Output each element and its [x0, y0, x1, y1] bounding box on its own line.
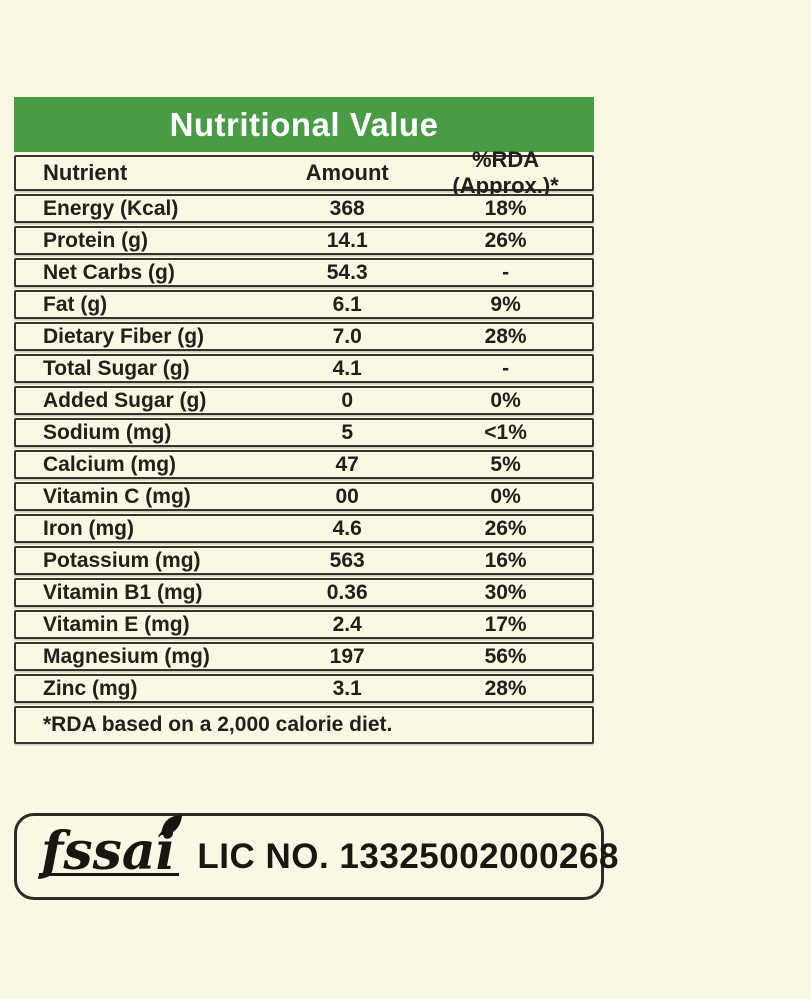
footnote-text: *RDA based on a 2,000 calorie diet. — [43, 713, 393, 736]
nutrient-rda: 17% — [484, 612, 527, 636]
table-row-vitamin-c: Vitamin C (mg) 00 0% — [14, 482, 594, 511]
nutrient-name: Vitamin B1 (mg) — [43, 580, 203, 604]
nutrient-name: Vitamin E (mg) — [43, 612, 190, 636]
nutrient-amount: 0 — [341, 388, 354, 412]
nutrient-rda: 16% — [484, 548, 527, 572]
nutrient-amount: 197 — [329, 644, 365, 668]
nutrient-rda: 28% — [484, 324, 527, 348]
table-row-fat: Fat (g) 6.1 9% — [14, 290, 594, 319]
nutrient-amount: 3.1 — [332, 676, 362, 700]
fssai-logo: fssai — [39, 814, 183, 890]
nutrient-rda: 9% — [490, 292, 521, 316]
table-title: Nutritional Value — [169, 105, 439, 143]
nutrient-rda: - — [502, 260, 510, 284]
table-header-row: Nutrient Amount %RDA (Approx.)* — [14, 147, 594, 198]
table-row-vitamin-e: Vitamin E (mg) 2.4 17% — [14, 610, 594, 639]
nutrient-amount: 14.1 — [326, 228, 368, 252]
fssai-logo-underline — [39, 872, 180, 876]
table-row-vitamin-b1: Vitamin B1 (mg) 0.36 30% — [14, 578, 594, 607]
table-row-magnesium: Magnesium (mg) 197 56% — [14, 642, 594, 671]
table-row-calcium: Calcium (mg) 47 5% — [14, 450, 594, 479]
nutrient-amount: 54.3 — [326, 260, 368, 284]
nutrient-name: Added Sugar (g) — [43, 388, 207, 412]
nutrient-name: Magnesium (mg) — [43, 644, 210, 668]
nutrient-name: Energy (Kcal) — [43, 196, 179, 220]
table-title-bar: Nutritional Value — [14, 97, 594, 152]
table-row-protein: Protein (g) 14.1 26% — [14, 226, 594, 255]
table-row-zinc: Zinc (mg) 3.1 28% — [14, 674, 594, 703]
fssai-license-box: fssai LIC NO. 13325002000268 — [14, 813, 618, 900]
table-row-added-sugar: Added Sugar (g) 0 0% — [14, 386, 594, 415]
nutrient-rda: 56% — [484, 644, 527, 668]
nutrient-rda: 26% — [484, 228, 527, 252]
nutrient-rda: 30% — [484, 580, 527, 604]
nutrient-amount: 368 — [329, 196, 365, 220]
nutrition-table: Nutritional Value Nutrient Amount %RDA (… — [14, 97, 594, 744]
nutrient-amount: 2.4 — [332, 612, 362, 636]
nutrient-name: Fat (g) — [43, 292, 108, 316]
nutrient-rda: - — [502, 356, 510, 380]
nutrient-name: Zinc (mg) — [43, 676, 138, 700]
nutrient-name: Net Carbs (g) — [43, 260, 175, 284]
nutrient-rda: 28% — [484, 676, 527, 700]
table-row-iron: Iron (mg) 4.6 26% — [14, 514, 594, 543]
nutrient-amount: 563 — [329, 548, 365, 572]
table-row-potassium: Potassium (mg) 563 16% — [14, 546, 594, 575]
nutrient-name: Dietary Fiber (g) — [43, 324, 205, 348]
leaf-icon — [158, 814, 183, 837]
nutrient-name: Calcium (mg) — [43, 452, 177, 476]
nutrient-amount: 6.1 — [332, 292, 362, 316]
nutrient-amount: 5 — [341, 420, 354, 444]
col-header-rda: %RDA (Approx.)* — [452, 147, 559, 198]
nutrient-rda: 26% — [484, 516, 527, 540]
table-footnote-row: *RDA based on a 2,000 calorie diet. — [14, 706, 594, 744]
nutrient-amount: 00 — [335, 484, 359, 508]
col-header-nutrient: Nutrient — [43, 160, 128, 185]
nutrient-rda: 18% — [484, 196, 527, 220]
fssai-logo-text: fssai — [41, 820, 176, 882]
nutrient-name: Potassium (mg) — [43, 548, 201, 572]
nutrient-rda: 0% — [490, 388, 521, 412]
nutrient-rda: 5% — [490, 452, 521, 476]
table-row-energy: Energy (Kcal) 368 18% — [14, 194, 594, 223]
nutrient-name: Iron (mg) — [43, 516, 134, 540]
nutrient-rda: <1% — [484, 420, 527, 444]
nutrient-name: Vitamin C (mg) — [43, 484, 191, 508]
table-row-sodium: Sodium (mg) 5 <1% — [14, 418, 594, 447]
nutrient-amount: 4.1 — [332, 356, 362, 380]
nutrient-amount: 7.0 — [332, 324, 362, 348]
nutrient-name: Sodium (mg) — [43, 420, 172, 444]
nutrient-rda: 0% — [490, 484, 521, 508]
table-row-total-sugar: Total Sugar (g) 4.1 - — [14, 354, 594, 383]
nutrient-amount: 0.36 — [326, 580, 368, 604]
nutrient-amount: 47 — [335, 452, 359, 476]
nutrient-name: Protein (g) — [43, 228, 148, 252]
nutrient-name: Total Sugar (g) — [43, 356, 190, 380]
nutrient-amount: 4.6 — [332, 516, 362, 540]
table-row-net-carbs: Net Carbs (g) 54.3 - — [14, 258, 594, 287]
col-header-amount: Amount — [305, 160, 389, 185]
table-row-dietary-fiber: Dietary Fiber (g) 7.0 28% — [14, 322, 594, 351]
license-number-text: LIC NO. 13325002000268 — [197, 836, 619, 876]
